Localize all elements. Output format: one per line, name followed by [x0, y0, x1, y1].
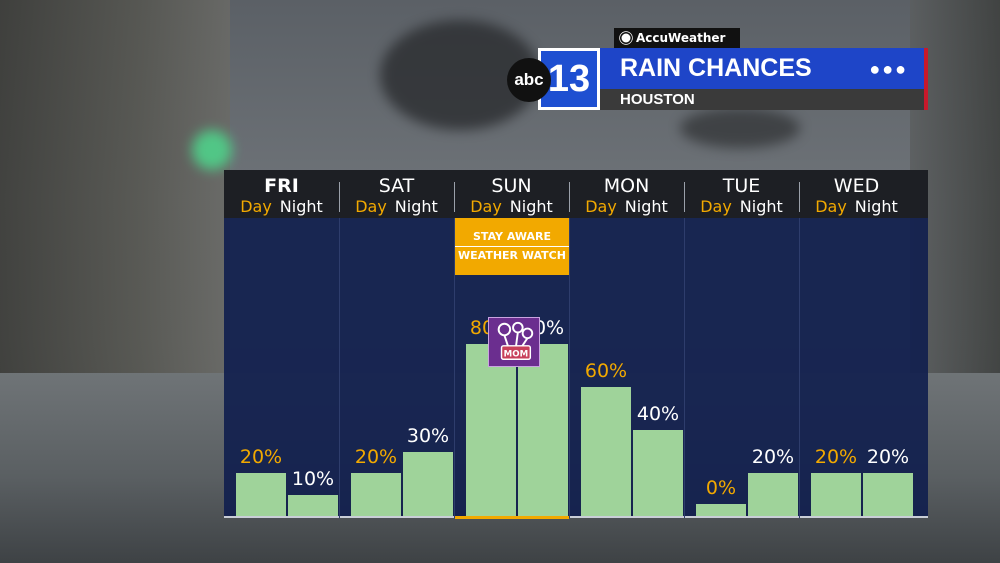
more-dots-icon: ●●●: [869, 59, 908, 79]
header-separator: [569, 182, 570, 212]
highlight-baseline: [455, 516, 569, 519]
day-header-sat: SAT Day Night: [339, 170, 454, 218]
night-bar-mon: [633, 430, 683, 516]
header-separator: [454, 182, 455, 212]
night-label: Night: [739, 197, 783, 216]
day-bar-tue: [696, 504, 746, 516]
column-separator: [339, 218, 340, 518]
abc-logo-text: abc: [514, 70, 544, 89]
day-bar-mon: [581, 387, 631, 516]
night-value-label: 20%: [751, 446, 795, 468]
day-header-tue: TUE Day Night: [684, 170, 799, 218]
day-value-label: 20%: [814, 446, 858, 468]
night-bar-fri: [288, 494, 338, 516]
day-name: MON: [603, 175, 650, 197]
night-bar-sat: [403, 451, 453, 516]
header-separator: [339, 182, 340, 212]
alert-line1: STAY AWARE: [473, 230, 551, 243]
day-label: Day: [470, 197, 502, 216]
day-night-labels: Day Night: [339, 197, 454, 217]
sun-icon: [621, 33, 631, 43]
column-separator: [684, 218, 685, 518]
day-label: Day: [815, 197, 847, 216]
night-value-label: 20%: [866, 446, 910, 468]
day-name: SAT: [378, 175, 415, 197]
night-bar-sun: [518, 344, 568, 516]
location-label: HOUSTON: [620, 91, 695, 108]
day-value-label: 20%: [354, 446, 398, 468]
accuweather-tag: AccuWeather: [614, 28, 740, 48]
day-bar-sun: [466, 344, 516, 516]
day-header-wed: WED Day Night: [799, 170, 914, 218]
day-header-mon: MON Day Night: [569, 170, 684, 218]
column-separator: [799, 218, 800, 518]
partner-label: AccuWeather: [636, 31, 726, 45]
header-separator: [799, 182, 800, 212]
night-label: Night: [624, 197, 668, 216]
day-label: Day: [700, 197, 732, 216]
day-bar-sat: [351, 473, 401, 516]
background-umbrella-right: [680, 108, 800, 148]
page-title: RAIN CHANCES: [620, 54, 812, 82]
day-night-labels: Day Night: [799, 197, 914, 217]
day-name: SUN: [491, 175, 532, 197]
night-label: Night: [509, 197, 553, 216]
night-value-label: 30%: [406, 424, 450, 447]
night-value-label: 40%: [636, 403, 680, 425]
abc-logo: abc: [507, 58, 551, 102]
day-name: WED: [833, 175, 880, 197]
header-separator: [684, 182, 685, 212]
column-separator: [454, 218, 455, 518]
title-accent: [924, 48, 928, 110]
background-light: [192, 130, 232, 170]
day-label: Day: [355, 197, 387, 216]
night-bar-tue: [748, 473, 798, 516]
day-label: Day: [585, 197, 617, 216]
day-bar-fri: [236, 473, 286, 516]
chart-header-row: [224, 170, 928, 218]
day-name: TUE: [722, 175, 761, 197]
night-bar-wed: [863, 473, 913, 516]
chart-baseline: [224, 516, 928, 518]
night-label: Night: [279, 197, 323, 216]
rain-chance-chart: FRI Day Night 20% 10% SAT Day Night 20% 30% SUN Day…: [224, 170, 928, 519]
weather-alert-banner: STAY AWARE WEATHER WATCH: [455, 218, 569, 275]
mothers-day-flowers-icon: MOM: [488, 317, 540, 367]
column-separator: [569, 218, 570, 518]
channel-number: 13: [547, 57, 591, 100]
day-night-labels: Day Night: [569, 197, 684, 217]
day-header-fri: FRI Day Night: [224, 170, 339, 218]
day-value-label: 0%: [705, 477, 737, 499]
day-value-label: 20%: [239, 446, 283, 468]
day-value-label: 60%: [584, 360, 628, 382]
night-label: Night: [854, 197, 898, 216]
title-bar: RAIN CHANCES ●●●: [600, 48, 924, 89]
day-header-sun: SUN Day Night: [454, 170, 569, 218]
day-label: Day: [240, 197, 272, 216]
day-night-labels: Day Night: [224, 197, 339, 217]
location-bar: HOUSTON: [600, 89, 924, 110]
badge-text: MOM: [504, 349, 528, 359]
night-label: Night: [394, 197, 438, 216]
day-night-labels: Day Night: [454, 197, 569, 217]
night-value-label: 10%: [291, 467, 335, 490]
alert-line2: WEATHER WATCH: [455, 246, 569, 267]
day-name: FRI: [264, 175, 299, 197]
chart-plot-area: [224, 218, 928, 518]
day-bar-wed: [811, 473, 861, 516]
day-night-labels: Day Night: [684, 197, 799, 217]
